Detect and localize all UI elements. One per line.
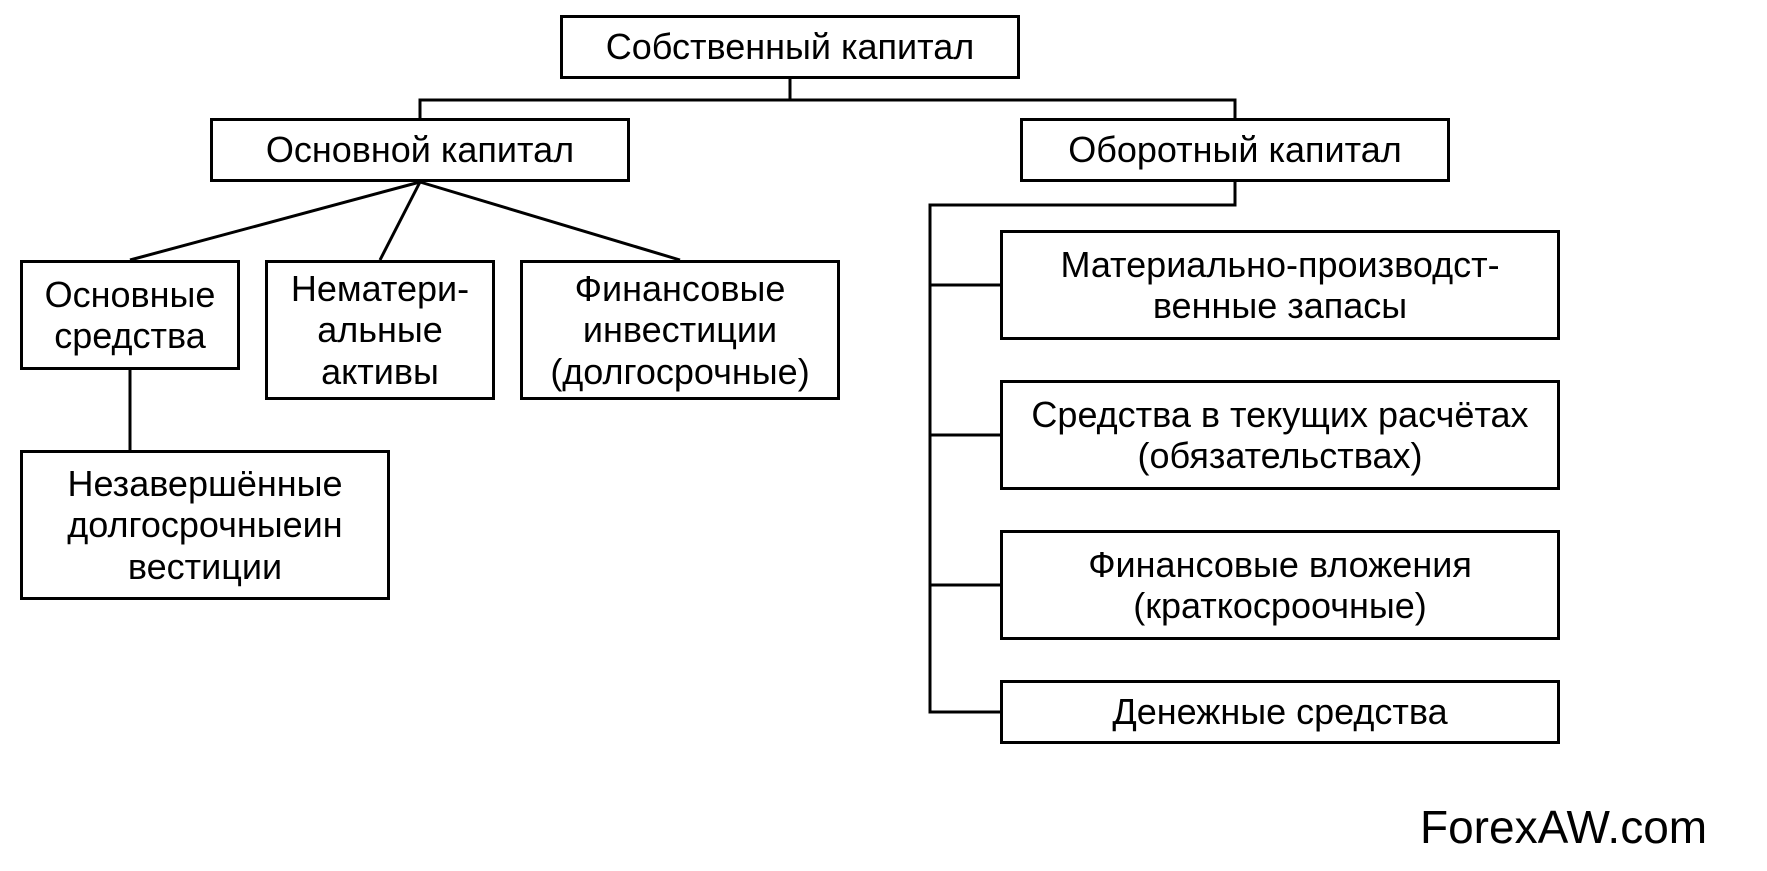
node-w1: Материально-производст- венные запасы — [1000, 230, 1560, 340]
node-fixed: Основной капитал — [210, 118, 630, 182]
node-label: Нематери- альные активы — [278, 268, 482, 392]
node-w3: Финансовые вложения (краткосроочные) — [1000, 530, 1560, 640]
node-n4: Незавершённые долгосрочныеин вестиции — [20, 450, 390, 600]
node-label: Денежные средства — [1112, 691, 1447, 732]
node-w4: Денежные средства — [1000, 680, 1560, 744]
node-work: Оборотный капитал — [1020, 118, 1450, 182]
node-label: Основные средства — [33, 274, 227, 357]
node-label: Незавершённые долгосрочныеин вестиции — [33, 463, 377, 587]
node-n1: Основные средства — [20, 260, 240, 370]
watermark-text: ForexAW.com — [1420, 800, 1707, 854]
node-n3: Финансовые инвестиции (долгосрочные) — [520, 260, 840, 400]
node-label: Финансовые инвестиции (долгосрочные) — [533, 268, 827, 392]
node-label: Собственный капитал — [606, 26, 975, 67]
node-n2: Нематери- альные активы — [265, 260, 495, 400]
node-root: Собственный капитал — [560, 15, 1020, 79]
node-label: Материально-производст- венные запасы — [1013, 244, 1547, 327]
node-label: Финансовые вложения (краткосроочные) — [1013, 544, 1547, 627]
node-label: Средства в текущих расчётах (обязательст… — [1013, 394, 1547, 477]
node-w2: Средства в текущих расчётах (обязательст… — [1000, 380, 1560, 490]
node-label: Оборотный капитал — [1068, 129, 1402, 170]
node-label: Основной капитал — [266, 129, 574, 170]
